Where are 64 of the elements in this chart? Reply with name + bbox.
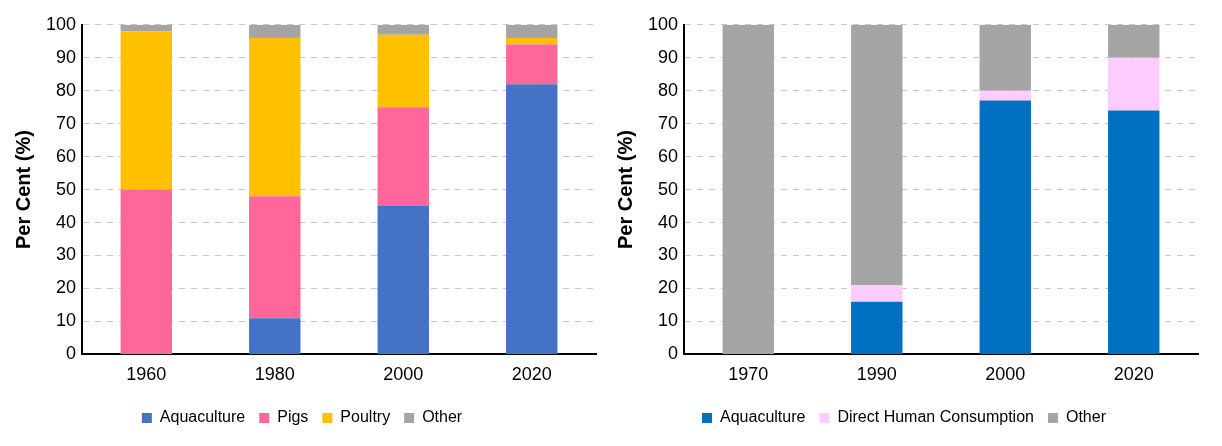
y-tick-label: 50: [56, 178, 77, 199]
y-tick-label: 100: [647, 13, 679, 34]
bar: [1108, 110, 1160, 354]
bar: [506, 84, 558, 354]
y-tick-label: 70: [56, 112, 77, 133]
y-tick-label: 60: [658, 145, 679, 166]
y-tick-label: 30: [658, 244, 679, 265]
y-tick-label: 40: [658, 211, 679, 232]
y-tick-label: 70: [658, 112, 679, 133]
bar: [120, 189, 172, 354]
bar: [249, 196, 301, 319]
legend-label: Poultry: [340, 408, 391, 426]
x-tick-label: 1970: [728, 364, 769, 385]
y-tick-label: 80: [658, 79, 679, 100]
bar: [120, 24, 172, 32]
x-tick-label: 2000: [985, 364, 1026, 385]
y-axis-title: Per Cent (%): [11, 130, 34, 250]
bar: [377, 34, 429, 108]
bar: [979, 100, 1031, 354]
y-tick-label: 60: [56, 145, 77, 166]
bar: [377, 24, 429, 35]
x-tick-label: 2020: [511, 364, 552, 385]
y-tick-label: 80: [56, 79, 77, 100]
bar: [851, 301, 903, 354]
x-tick-label: 1980: [254, 364, 295, 385]
bar: [249, 318, 301, 354]
bar: [506, 24, 558, 38]
bar: [722, 24, 774, 354]
x-tick-label: 2000: [383, 364, 424, 385]
bar: [1108, 24, 1160, 58]
bar: [506, 37, 558, 45]
legend-label: Other: [422, 408, 463, 426]
legend-label: Pigs: [277, 408, 309, 426]
y-tick-label: 0: [66, 343, 77, 364]
bar: [506, 44, 558, 85]
x-tick-label: 2020: [1113, 364, 1154, 385]
y-tick-label: 50: [658, 178, 679, 199]
bar: [249, 24, 301, 38]
bar: [377, 206, 429, 354]
bar: [120, 31, 172, 190]
bar: [851, 24, 903, 286]
y-tick-label: 30: [56, 244, 77, 265]
legend-label: Other: [1065, 408, 1107, 426]
y-tick-label: 20: [56, 277, 77, 298]
bar: [377, 107, 429, 207]
y-tick-label: 90: [658, 46, 679, 67]
y-axis-title: Per Cent (%): [613, 130, 636, 250]
y-tick-label: 10: [658, 310, 679, 331]
y-tick-label: 20: [658, 277, 679, 298]
legend-label: Aquaculture: [159, 408, 246, 426]
bar: [979, 24, 1031, 91]
bar: [851, 285, 903, 302]
bar: [1108, 57, 1160, 111]
legend-label: Direct Human Consumption: [837, 408, 1034, 426]
y-tick-label: 0: [668, 343, 679, 364]
x-tick-label: 1990: [856, 364, 897, 385]
bar: [249, 37, 301, 197]
y-tick-label: 90: [56, 46, 77, 67]
legend-label: Aquaculture: [720, 408, 806, 426]
y-tick-label: 10: [56, 310, 77, 331]
y-tick-label: 40: [56, 211, 77, 232]
y-tick-label: 100: [45, 13, 77, 34]
bar: [979, 90, 1031, 101]
x-tick-label: 1960: [126, 364, 167, 385]
